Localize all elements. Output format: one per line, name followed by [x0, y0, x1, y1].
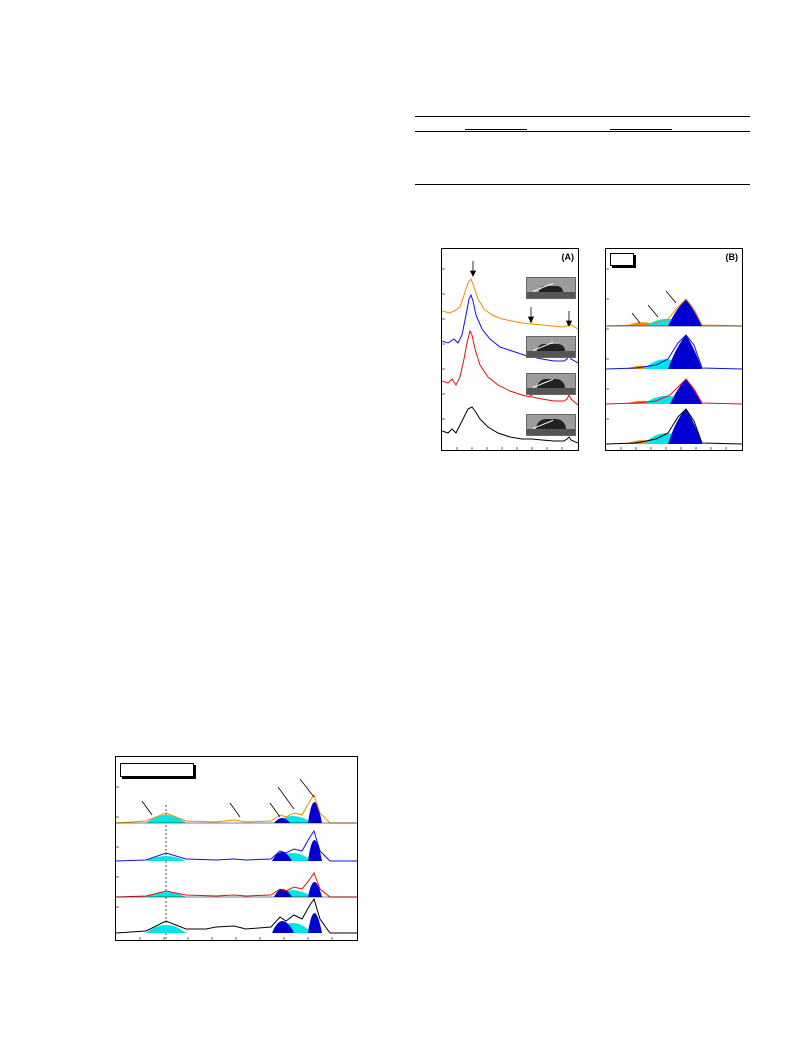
- panel-b-row-red: [606, 378, 742, 405]
- panel-b-arrows: [631, 290, 677, 324]
- spectrum-blue: [442, 293, 578, 364]
- panel-b-ticks: [606, 268, 727, 450]
- figure-panel-c: [115, 756, 358, 941]
- spectrum-red: [442, 329, 578, 406]
- table-mid-rule: [415, 131, 750, 132]
- figure-panel-b: (B): [605, 248, 743, 451]
- panel-c-plot: [116, 778, 357, 940]
- spectrum-black: [442, 406, 578, 444]
- panel-b-row-orange: [606, 298, 742, 327]
- panel-b-label: (B): [725, 252, 739, 262]
- panel-b-row-blue: [606, 334, 742, 370]
- panel-c-row-orange: [116, 793, 357, 824]
- panel-a-label: (A): [561, 252, 575, 262]
- panel-c-row-red: [116, 871, 357, 898]
- table-sub-rule-2: [610, 129, 672, 130]
- panel-c-row-blue: [116, 829, 357, 862]
- table-top-rule: [415, 116, 750, 117]
- panel-c-ticks: [116, 786, 333, 940]
- panel-c-row-black: [116, 897, 357, 934]
- panel-c-legend-box: [120, 763, 194, 777]
- panel-b-row-black: [606, 408, 742, 445]
- contact-angle-inset-3: [526, 373, 576, 395]
- contact-angle-inset-4: [526, 414, 576, 436]
- contact-angle-inset-2: [526, 336, 576, 358]
- panel-a-plot: [442, 261, 578, 450]
- table-bottom-rule: [415, 184, 750, 185]
- panel-a-ticks: [442, 268, 563, 450]
- figure-panel-a: (A): [441, 248, 579, 451]
- panel-a-arrows: [469, 261, 573, 327]
- panel-c-arrows: [141, 778, 315, 818]
- panel-b-legend-box: [610, 253, 634, 266]
- panel-b-plot: [606, 268, 742, 450]
- table-sub-rule-1: [465, 129, 527, 130]
- contact-angle-inset-1: [526, 277, 576, 299]
- spectrum-orange: [442, 277, 578, 330]
